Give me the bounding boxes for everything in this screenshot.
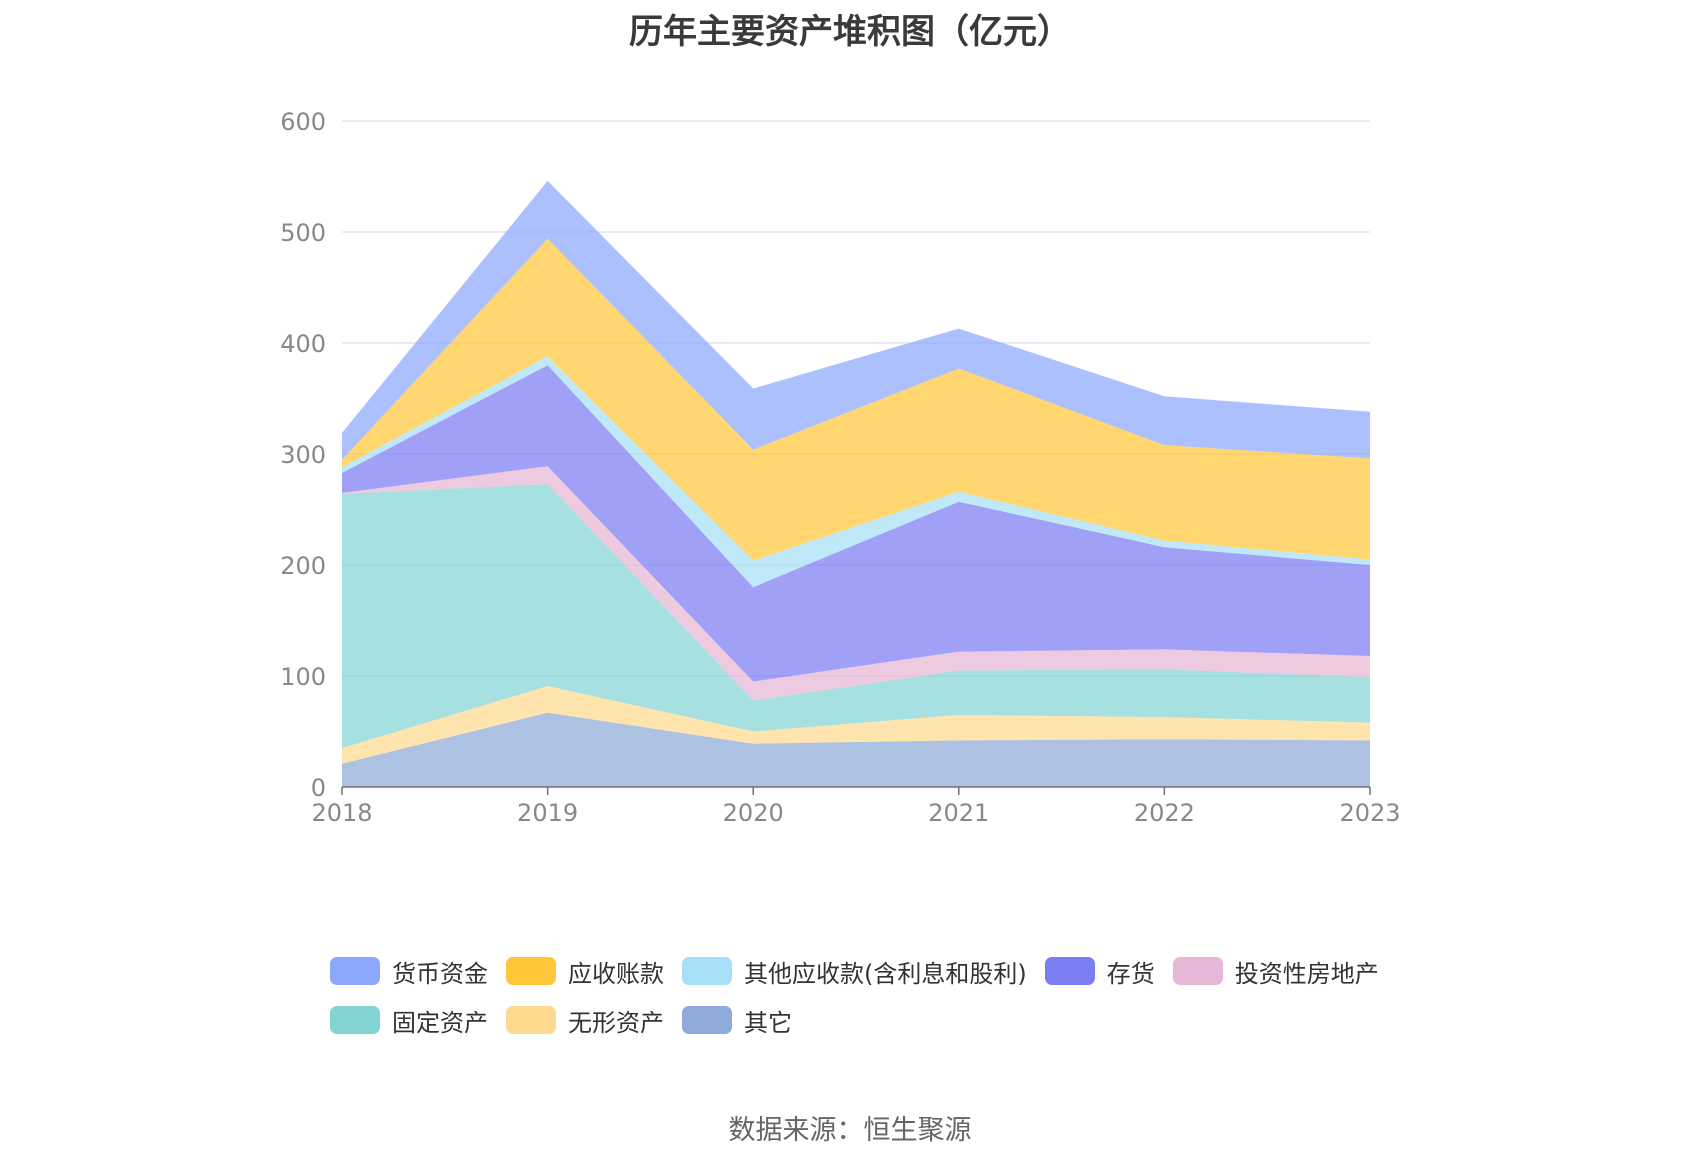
- x-tick-label: 2018: [311, 799, 372, 827]
- legend-item[interactable]: 其他应收款(含利息和股利): [682, 955, 1027, 988]
- y-tick-label: 100: [280, 663, 326, 691]
- x-tick-label: 2019: [517, 799, 578, 827]
- legend-swatch: [1044, 957, 1095, 985]
- legend-swatch: [682, 957, 732, 985]
- x-tick-label: 2023: [1339, 799, 1400, 827]
- x-tick-label: 2022: [1134, 799, 1195, 827]
- stacked-area-chart: 0 100 200 300 400 500 600 2018 2019 2020 2021 2022 2…: [280, 108, 1400, 827]
- legend-item[interactable]: 其它: [682, 1004, 792, 1037]
- legend-swatch: [682, 1006, 732, 1034]
- legend: 货币资金 应收账款 其他应收款(含利息和股利) 存货 投资性房地产 固定资产 无形资产 其它: [330, 955, 1430, 1053]
- x-tick-label: 2020: [723, 799, 784, 827]
- axes: 0 100 200 300 400 500 600 2018 2019 2020 2021 2022 2…: [280, 108, 1400, 827]
- legend-item[interactable]: 存货: [1044, 955, 1155, 988]
- legend-item[interactable]: 固定资产: [330, 1004, 488, 1037]
- area-series-5: [342, 356, 1370, 588]
- legend-item[interactable]: 无形资产: [506, 1004, 664, 1037]
- legend-label: 其它: [744, 1008, 792, 1037]
- y-tick-label: 300: [280, 441, 326, 469]
- legend-item[interactable]: 货币资金: [330, 955, 488, 988]
- legend-label: 固定资产: [392, 1008, 488, 1037]
- legend-swatch: [506, 957, 556, 985]
- legend-label: 其他应收款(含利息和股利): [744, 959, 1027, 988]
- legend-label: 存货: [1106, 959, 1155, 988]
- area-series-6: [342, 238, 1370, 561]
- y-tick-label: 400: [280, 330, 326, 358]
- area-series-1: [342, 686, 1370, 764]
- x-tick-label: 2021: [928, 799, 989, 827]
- y-tick-label: 500: [280, 219, 326, 247]
- area-series: [342, 180, 1370, 787]
- legend-label: 货币资金: [392, 959, 488, 988]
- legend-swatch: [330, 1006, 380, 1034]
- y-tick-label: 600: [280, 108, 326, 136]
- area-series-4: [342, 365, 1370, 682]
- legend-item[interactable]: 投资性房地产: [1172, 955, 1379, 988]
- legend-row-2: 固定资产 无形资产 其它: [330, 1004, 1430, 1037]
- area-series-3: [342, 466, 1370, 701]
- legend-swatch: [330, 957, 380, 985]
- y-tick-label: 200: [280, 552, 326, 580]
- y-tick-label: 0: [311, 774, 326, 802]
- legend-item[interactable]: 应收账款: [506, 955, 664, 988]
- area-series-0: [342, 712, 1370, 787]
- area-series-2: [342, 484, 1370, 749]
- legend-row-1: 货币资金 应收账款 其他应收款(含利息和股利) 存货 投资性房地产: [330, 955, 1430, 988]
- legend-swatch: [506, 1006, 556, 1034]
- legend-label: 投资性房地产: [1234, 959, 1379, 988]
- data-source: 数据来源：恒生聚源: [728, 1115, 972, 1146]
- legend-label: 无形资产: [568, 1008, 664, 1037]
- chart-title: 历年主要资产堆积图（亿元）: [629, 12, 1071, 52]
- area-series-7: [342, 180, 1370, 460]
- legend-swatch: [1172, 957, 1223, 985]
- legend-label: 应收账款: [568, 959, 664, 988]
